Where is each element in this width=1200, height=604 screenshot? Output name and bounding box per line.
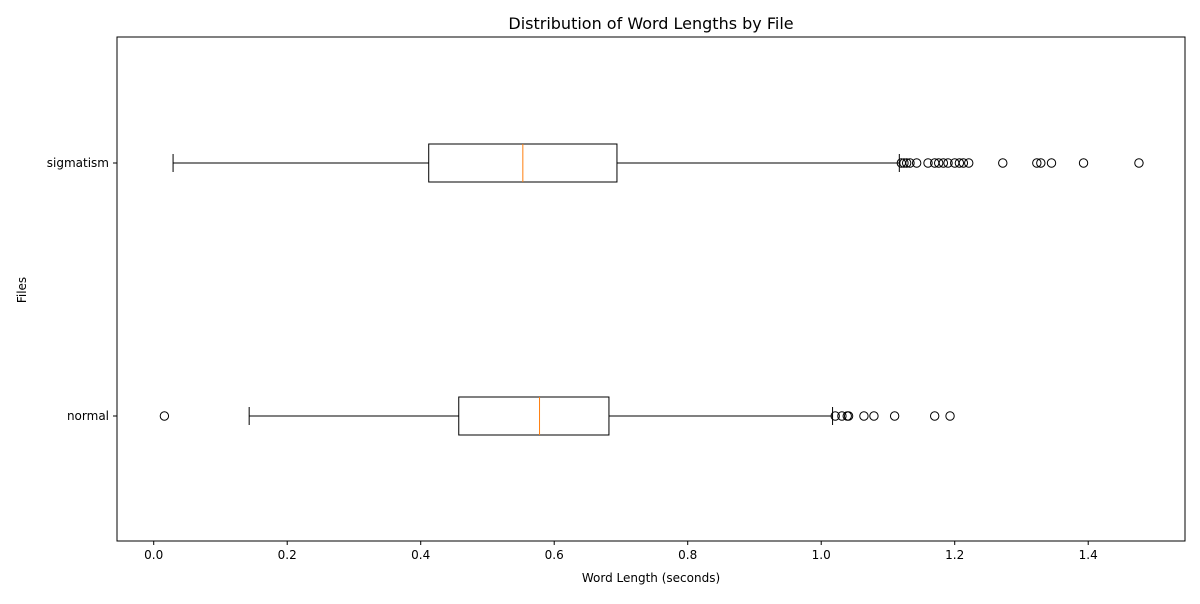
outlier-normal — [830, 411, 840, 421]
y-tick-label-normal: normal — [67, 409, 109, 423]
outlier-sigmatism — [954, 158, 965, 168]
x-tick-label: 1.4 — [1079, 548, 1098, 562]
x-tick-label: 0.0 — [144, 548, 163, 562]
y-axis-label: Files — [15, 277, 29, 303]
y-tick-label-sigmatism: sigmatism — [47, 156, 109, 170]
plot-frame — [116, 36, 1186, 542]
outlier-sigmatism — [938, 158, 949, 168]
outlier-sigmatism — [1032, 158, 1042, 168]
outlier-sigmatism — [933, 158, 944, 168]
outlier-normal — [945, 411, 955, 421]
outlier-sigmatism — [899, 158, 909, 168]
outlier-normal — [869, 411, 879, 421]
outlier-normal — [889, 411, 900, 421]
outlier-normal — [159, 411, 170, 421]
box-normal — [458, 396, 610, 436]
x-tick-label: 0.6 — [545, 548, 564, 562]
outlier-sigmatism — [905, 158, 915, 168]
outlier-sigmatism — [911, 158, 922, 168]
plot-area: 0.0 0.2 0.4 0.6 0.8 1.0 1.2 1.4 normal sigmatism — [47, 36, 1186, 562]
outlier-normal — [929, 411, 940, 421]
chart-title: Distribution of Word Lengths by File — [508, 14, 793, 33]
x-tick-label: 1.2 — [945, 548, 964, 562]
outlier-sigmatism — [923, 158, 933, 168]
outlier-sigmatism — [1078, 158, 1089, 168]
outlier-sigmatism — [964, 158, 974, 168]
outlier-sigmatism — [998, 158, 1008, 168]
outlier-sigmatism — [1036, 158, 1046, 168]
outlier-sigmatism — [958, 158, 969, 168]
outlier-normal — [859, 411, 869, 421]
outlier-sigmatism — [1134, 158, 1144, 168]
x-tick-label: 1.0 — [812, 548, 831, 562]
outlier-sigmatism — [1046, 158, 1057, 168]
outlier-sigmatism — [901, 158, 912, 168]
x-tick-label: 0.8 — [678, 548, 697, 562]
x-tick-label: 0.2 — [278, 548, 297, 562]
x-tick-label: 0.4 — [411, 548, 430, 562]
outlier-normal — [837, 411, 847, 421]
outlier-normal — [843, 411, 854, 421]
outlier-sigmatism — [943, 158, 953, 168]
x-axis-label: Word Length (seconds) — [582, 571, 720, 585]
